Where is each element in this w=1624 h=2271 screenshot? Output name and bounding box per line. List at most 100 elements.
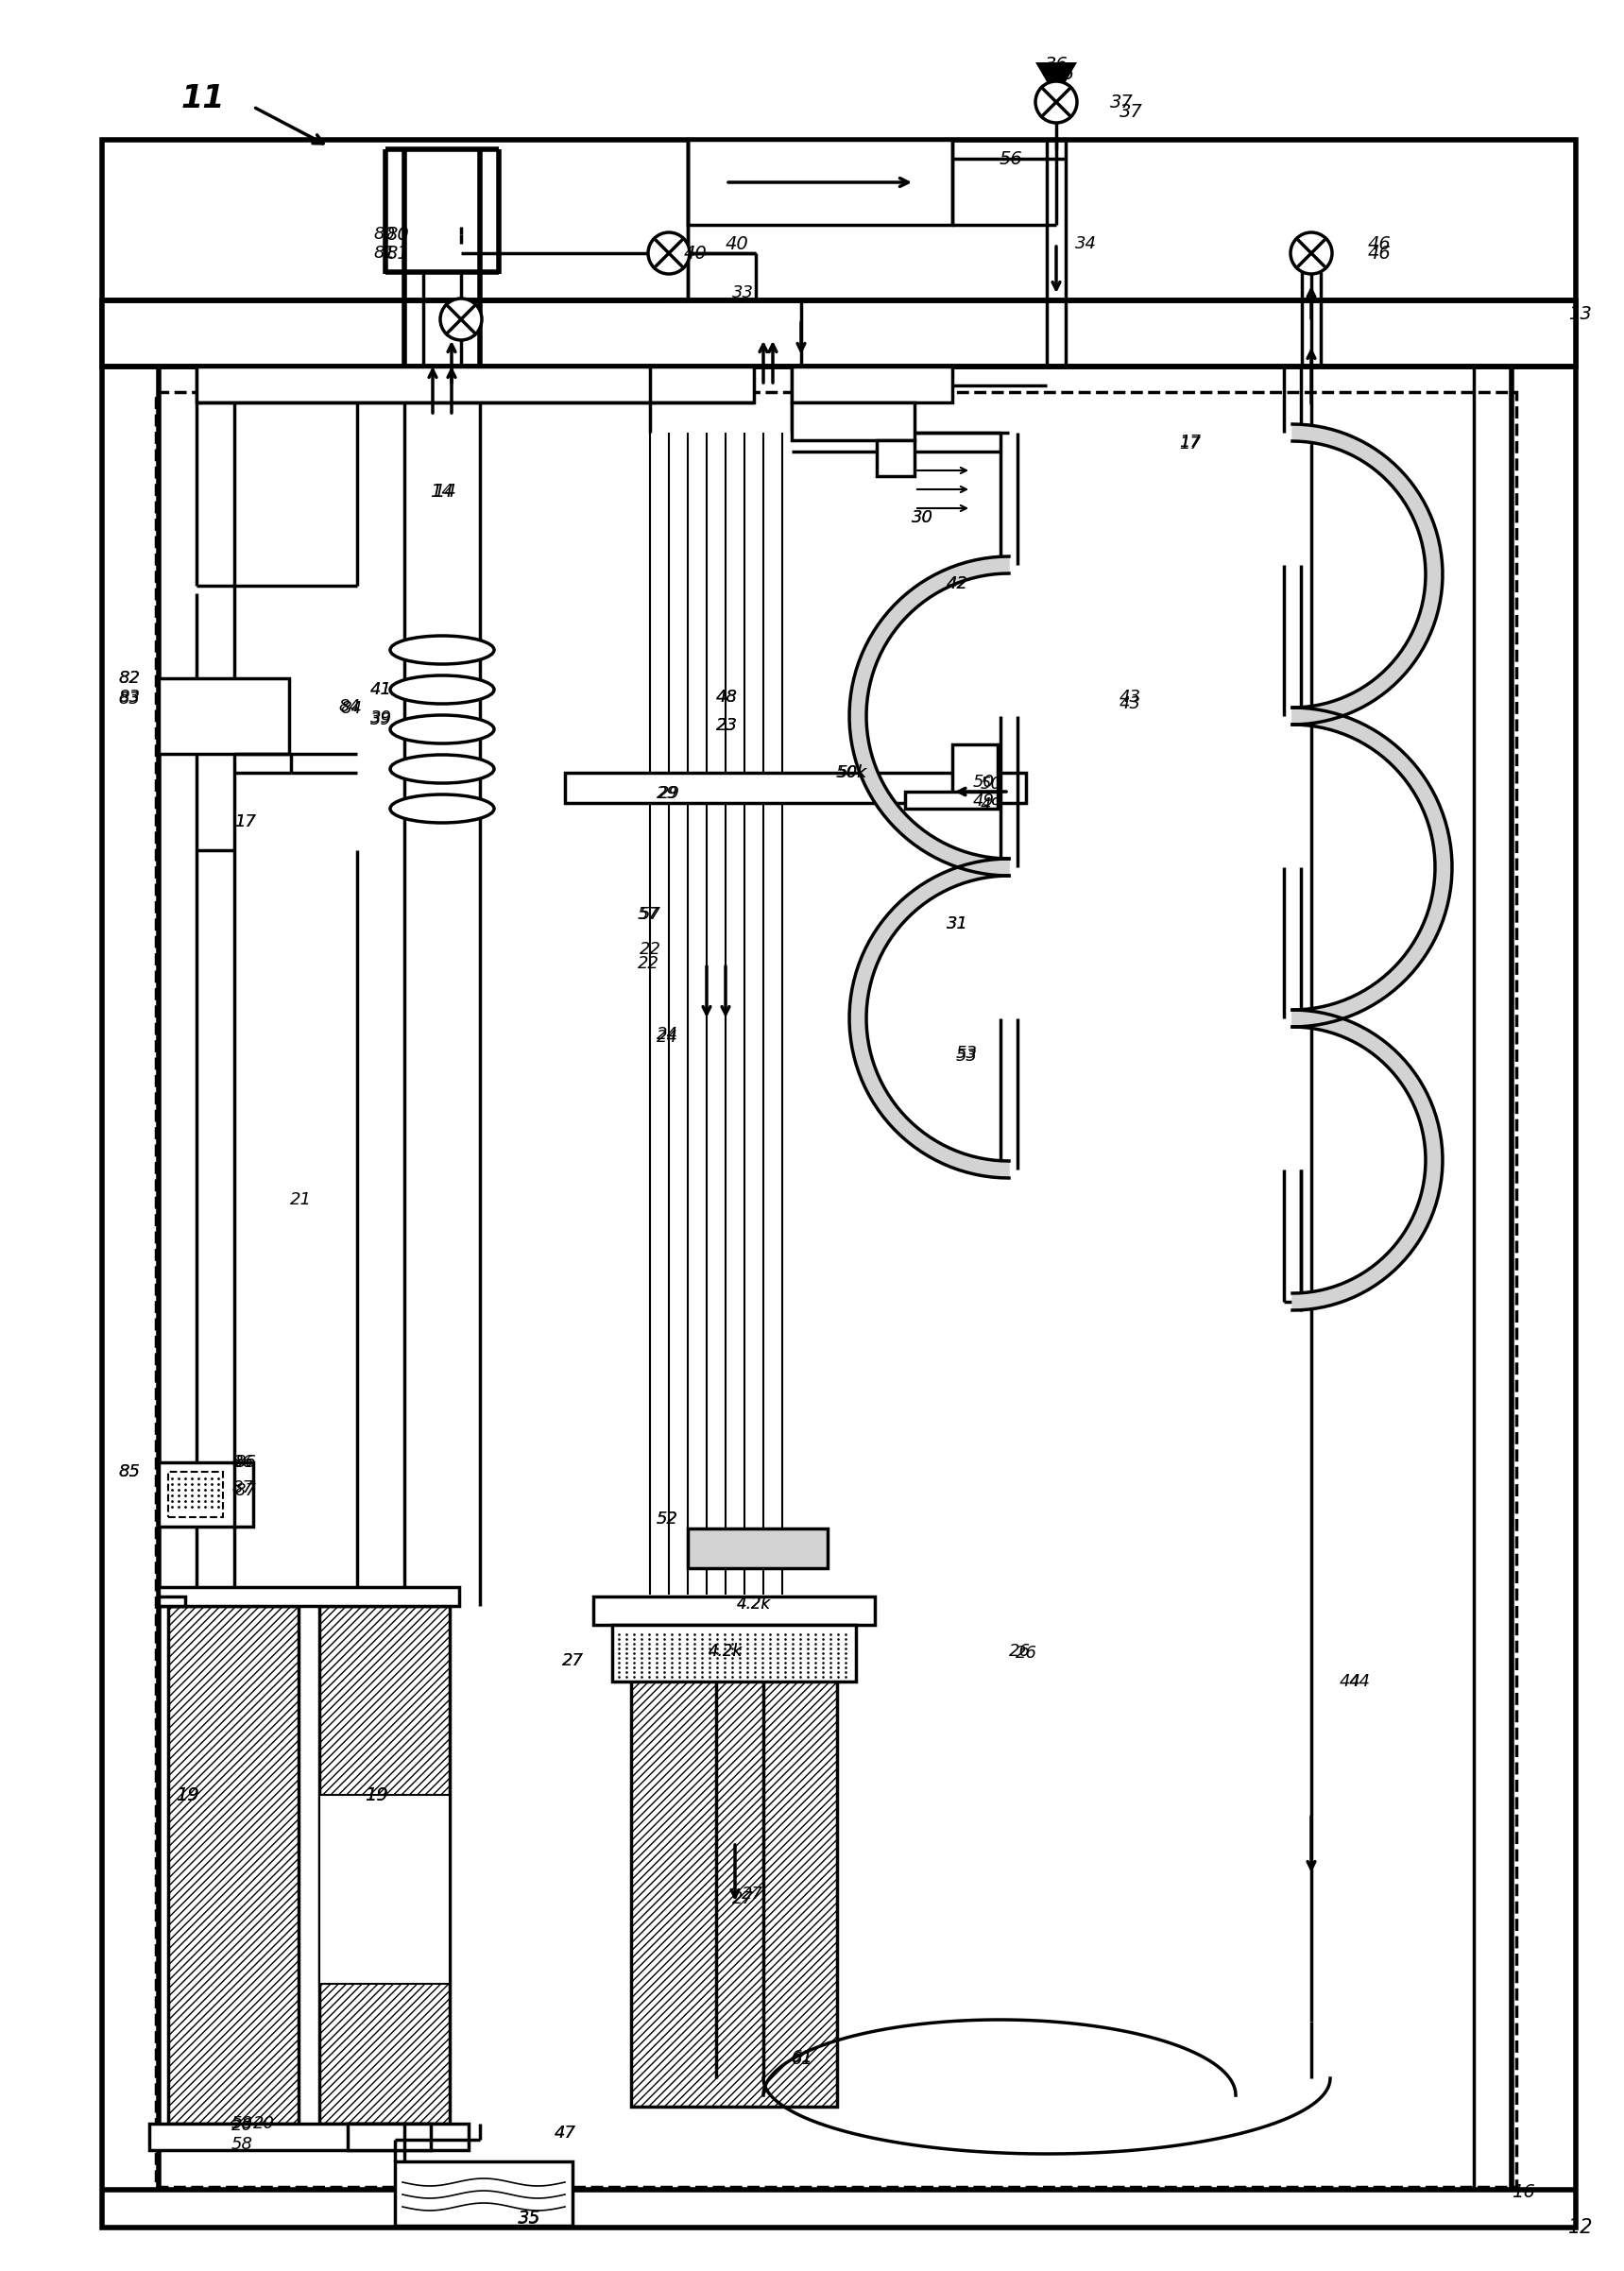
Text: 41: 41 bbox=[370, 681, 391, 697]
Bar bbox=[593, 1597, 875, 1624]
Text: 83: 83 bbox=[119, 690, 140, 709]
Text: 23: 23 bbox=[716, 718, 737, 734]
Text: 53: 53 bbox=[957, 1045, 978, 1063]
Text: 35: 35 bbox=[518, 2210, 539, 2226]
Bar bbox=[877, 441, 914, 477]
Text: 20: 20 bbox=[232, 2117, 253, 2135]
Bar bbox=[689, 141, 952, 225]
Text: 19: 19 bbox=[175, 1785, 198, 1803]
Text: 82: 82 bbox=[119, 670, 140, 686]
Text: 21: 21 bbox=[289, 1192, 312, 1208]
Text: 14: 14 bbox=[432, 481, 456, 500]
Bar bbox=[565, 772, 1026, 804]
Ellipse shape bbox=[390, 715, 494, 743]
Bar bbox=[791, 366, 952, 402]
Text: 23: 23 bbox=[716, 718, 737, 734]
Text: 36: 36 bbox=[1044, 55, 1069, 73]
Text: 82: 82 bbox=[119, 670, 140, 686]
Bar bbox=[102, 300, 1575, 366]
Bar bbox=[159, 679, 289, 754]
Text: 80: 80 bbox=[374, 225, 395, 243]
Bar bbox=[169, 1606, 299, 2123]
Text: 53: 53 bbox=[957, 1047, 978, 1065]
Text: 39: 39 bbox=[370, 709, 391, 727]
Text: 4.2k: 4.2k bbox=[708, 1642, 742, 1660]
Circle shape bbox=[440, 298, 482, 341]
Text: 17: 17 bbox=[234, 813, 257, 831]
Text: 84: 84 bbox=[339, 699, 362, 718]
Text: 31: 31 bbox=[947, 915, 968, 933]
Text: 31: 31 bbox=[947, 915, 968, 933]
Text: 33: 33 bbox=[732, 284, 754, 302]
Text: 49: 49 bbox=[981, 797, 1002, 813]
Text: 44: 44 bbox=[1350, 1674, 1371, 1690]
Text: 37: 37 bbox=[1111, 93, 1134, 111]
Bar bbox=[320, 1606, 450, 2123]
Text: 87: 87 bbox=[234, 1483, 257, 1499]
Bar bbox=[320, 1794, 450, 1985]
Text: 24: 24 bbox=[656, 1026, 679, 1042]
Text: 24: 24 bbox=[656, 1029, 679, 1045]
Text: 50k: 50k bbox=[836, 765, 867, 781]
Bar bbox=[197, 366, 754, 402]
Text: 17: 17 bbox=[1179, 434, 1200, 450]
Text: 48: 48 bbox=[716, 688, 737, 706]
Text: 52: 52 bbox=[656, 1510, 679, 1528]
Text: 46: 46 bbox=[1367, 245, 1392, 261]
Bar bbox=[169, 1472, 222, 1517]
Text: 17: 17 bbox=[234, 813, 257, 831]
Text: 29: 29 bbox=[658, 786, 680, 802]
Text: 47: 47 bbox=[554, 2126, 577, 2142]
Text: 81: 81 bbox=[374, 245, 395, 261]
Text: 44: 44 bbox=[1340, 1674, 1361, 1690]
Text: 58: 58 bbox=[232, 2137, 253, 2153]
Text: 34: 34 bbox=[1075, 236, 1096, 252]
Polygon shape bbox=[1293, 709, 1452, 1026]
Text: 26: 26 bbox=[1015, 1644, 1038, 1662]
Text: 40: 40 bbox=[684, 245, 706, 261]
Text: 50: 50 bbox=[973, 774, 996, 790]
Polygon shape bbox=[1293, 1011, 1442, 1310]
Text: 27: 27 bbox=[742, 1885, 763, 1903]
Text: 4.2k: 4.2k bbox=[737, 1597, 771, 1612]
Text: 30: 30 bbox=[911, 509, 934, 527]
Text: 85: 85 bbox=[119, 1463, 140, 1481]
Text: 30: 30 bbox=[911, 509, 934, 527]
Text: 61: 61 bbox=[791, 2051, 814, 2069]
Text: 85: 85 bbox=[119, 1463, 140, 1481]
Text: 27: 27 bbox=[732, 1889, 754, 1908]
Text: 22: 22 bbox=[638, 956, 659, 972]
Text: 43: 43 bbox=[1119, 695, 1142, 713]
Bar bbox=[905, 793, 997, 808]
Text: 48: 48 bbox=[716, 688, 737, 706]
Bar bbox=[149, 2123, 469, 2151]
Bar bbox=[791, 402, 914, 441]
Text: 20: 20 bbox=[253, 2114, 274, 2132]
Text: 57: 57 bbox=[640, 906, 661, 922]
Text: 14: 14 bbox=[430, 481, 453, 500]
Text: 4.2k: 4.2k bbox=[708, 1642, 742, 1660]
Text: 61: 61 bbox=[791, 2048, 814, 2067]
Text: 35: 35 bbox=[518, 2210, 541, 2228]
Text: 22: 22 bbox=[640, 940, 661, 958]
Text: 19: 19 bbox=[175, 1785, 198, 1803]
Text: 42: 42 bbox=[947, 575, 968, 593]
Circle shape bbox=[1291, 232, 1332, 275]
Text: 84: 84 bbox=[338, 697, 361, 715]
Polygon shape bbox=[1036, 61, 1077, 84]
Text: 16: 16 bbox=[1512, 2182, 1535, 2201]
Text: 29: 29 bbox=[656, 786, 679, 802]
Ellipse shape bbox=[390, 754, 494, 783]
Text: 12: 12 bbox=[1569, 2219, 1593, 2237]
Bar bbox=[159, 1587, 460, 1606]
Text: 40: 40 bbox=[726, 234, 749, 252]
Ellipse shape bbox=[390, 636, 494, 663]
Text: 81: 81 bbox=[385, 245, 409, 261]
Text: 50: 50 bbox=[981, 777, 1002, 793]
Text: 37: 37 bbox=[1119, 102, 1143, 120]
Bar bbox=[159, 1463, 253, 1526]
Text: 36: 36 bbox=[1051, 64, 1075, 82]
Text: 13: 13 bbox=[1569, 304, 1592, 322]
Ellipse shape bbox=[390, 674, 494, 704]
Text: 27: 27 bbox=[562, 1653, 585, 1669]
